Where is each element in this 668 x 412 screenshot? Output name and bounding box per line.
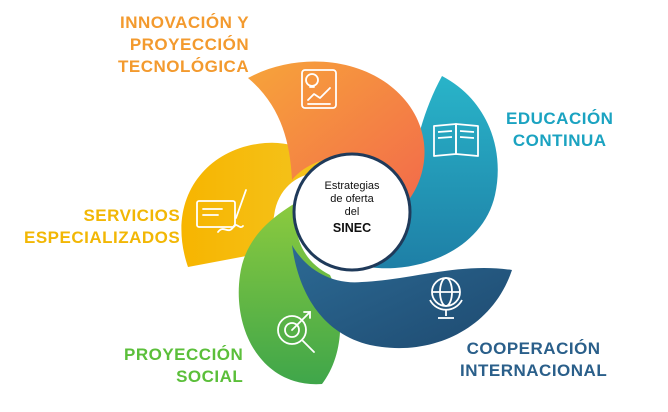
segment-innovacion <box>248 61 425 206</box>
label-cooperacion-line-1: COOPERACIÓN <box>466 339 601 358</box>
segment-social <box>238 200 341 385</box>
segment-servicios <box>181 142 345 267</box>
label-servicios-line-2: ESPECIALIZADOS <box>24 228 181 247</box>
label-educacion: EDUCACIÓN CONTINUA <box>506 108 613 152</box>
label-social: PROYECCIÓN SOCIAL <box>124 344 243 388</box>
globe-icon <box>429 277 463 319</box>
certificate-signature-icon <box>196 189 247 233</box>
label-servicios: SERVICIOS ESPECIALIZADOS <box>24 205 180 249</box>
label-educacion-line-2: CONTINUA <box>512 131 607 150</box>
label-innovacion-line-1: INNOVACIÓN Y <box>120 13 250 32</box>
center-label: Estrategias de oferta del SINEC <box>300 180 404 235</box>
center-line-3: del <box>344 206 360 218</box>
label-cooperacion: COOPERACIÓN INTERNACIONAL <box>460 338 607 382</box>
open-book-icon <box>433 123 479 157</box>
lightbulb-chart-icon <box>301 69 337 109</box>
center-line-1: Estrategias <box>324 180 380 192</box>
label-cooperacion-line-2: INTERNACIONAL <box>460 361 608 380</box>
center-line-4: SINEC <box>332 221 372 235</box>
label-educacion-line-1: EDUCACIÓN <box>506 109 614 128</box>
label-innovacion-line-3: TECNOLÓGICA <box>118 57 250 76</box>
label-innovacion-line-2: PROYECCIÓN <box>129 35 250 54</box>
target-magnifier-icon <box>277 311 315 353</box>
segment-cooperacion <box>292 245 512 349</box>
label-social-line-1: PROYECCIÓN <box>124 345 244 364</box>
label-innovacion: INNOVACIÓN Y PROYECCIÓN TECNOLÓGICA <box>118 12 249 78</box>
label-social-line-2: SOCIAL <box>176 367 244 386</box>
label-servicios-line-1: SERVICIOS <box>83 206 181 225</box>
center-circle <box>292 152 412 272</box>
center-line-2: de oferta <box>330 193 374 205</box>
